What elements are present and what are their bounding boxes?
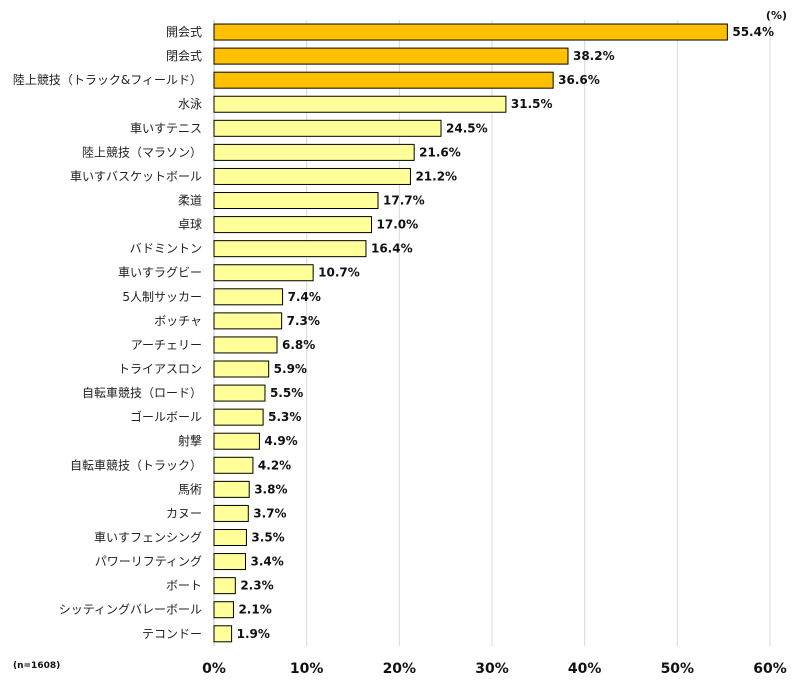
bar [213, 408, 264, 426]
category-label: 開会式 [166, 25, 202, 39]
category-label: 馬術 [178, 482, 202, 496]
bar [213, 240, 367, 258]
value-label: 17.0% [377, 218, 419, 232]
value-label: 31.5% [511, 97, 553, 111]
value-label: 2.3% [240, 579, 273, 593]
x-tick-label: 60% [753, 661, 787, 677]
bar [213, 480, 250, 498]
category-label: 車いすテニス [130, 121, 202, 135]
x-tick-label: 0% [202, 661, 226, 677]
value-label: 5.3% [268, 410, 301, 424]
category-label: パワーリフティング [95, 555, 202, 569]
gridlines [213, 20, 771, 646]
bar [213, 192, 379, 210]
bar [213, 625, 233, 643]
category-label: 射撃 [178, 433, 202, 448]
bar [213, 529, 247, 547]
x-axis-ticks: 0% 10% 20% 30% 40% 50% 60% [202, 661, 787, 677]
bar [213, 216, 373, 234]
value-label: 1.9% [237, 627, 270, 641]
bar [213, 95, 507, 113]
unit-label: (%) [766, 9, 787, 22]
category-label: バドミントン [130, 242, 202, 256]
bar [213, 601, 234, 619]
bar [213, 456, 254, 474]
bar [213, 336, 278, 354]
bar [213, 143, 415, 161]
bar [213, 312, 283, 330]
value-label: 21.6% [419, 145, 461, 159]
category-label: 自転車競技（トラック） [70, 457, 202, 472]
category-label: 陸上競技（マラソン） [82, 144, 202, 159]
category-label: 自転車競技（ロード） [82, 385, 202, 400]
category-label: 水泳 [178, 97, 202, 111]
x-tick-label: 40% [568, 661, 602, 677]
sample-size-note: (n=1608) [13, 661, 60, 671]
category-label: テコンドー [142, 627, 202, 641]
bar [213, 71, 554, 89]
value-label: 5.9% [274, 362, 307, 376]
category-label: 閉会式 [166, 49, 202, 63]
category-label: 陸上競技（トラック&フィールド） [13, 72, 202, 87]
bar [213, 553, 247, 571]
bar [213, 360, 270, 378]
category-label: カヌー [166, 506, 202, 520]
category-label: 車いすフェンシング [94, 531, 202, 545]
value-label: 24.5% [446, 121, 488, 135]
bar [213, 264, 314, 282]
bar [213, 504, 249, 522]
value-label: 3.4% [251, 555, 284, 569]
x-tick-label: 30% [475, 661, 509, 677]
category-label: 柔道 [178, 194, 202, 208]
x-tick-label: 10% [290, 661, 324, 677]
value-label: 3.5% [251, 531, 284, 545]
bar [213, 167, 411, 185]
x-tick-label: 20% [383, 661, 417, 677]
category-label: ボート [166, 579, 202, 593]
bar [213, 384, 266, 402]
value-label: 16.4% [371, 242, 413, 256]
value-label: 3.8% [254, 482, 287, 496]
category-label: 5人制サッカー [122, 290, 202, 304]
value-label: 7.4% [288, 290, 321, 304]
value-label: 36.6% [558, 73, 600, 87]
x-tick-label: 50% [661, 661, 695, 677]
bar [213, 288, 284, 306]
category-label: アーチェリー [131, 338, 202, 352]
category-label: ボッチャ [154, 314, 202, 328]
value-label: 4.2% [258, 458, 291, 472]
value-label: 55.4% [732, 25, 774, 39]
category-label: トライアスロン [118, 362, 202, 376]
category-label: 車いすラグビー [118, 266, 202, 280]
value-label: 38.2% [573, 49, 615, 63]
bar [213, 23, 728, 41]
value-label: 17.7% [383, 194, 425, 208]
bar [213, 47, 569, 65]
bar [213, 577, 236, 595]
value-label: 5.5% [270, 386, 303, 400]
category-label: シッティングバレーボール [59, 603, 202, 617]
value-labels: 55.4% 38.2% 36.6% 31.5% 24.5% 21.6% 21.2% 17.7%… [237, 25, 774, 641]
bars [213, 23, 728, 643]
category-label: 卓球 [178, 218, 202, 232]
value-label: 6.8% [282, 338, 315, 352]
bar [213, 432, 260, 450]
category-label: 車いすバスケットボール [70, 169, 202, 183]
value-label: 21.2% [415, 169, 457, 183]
value-label: 7.3% [287, 314, 320, 328]
category-label: ゴールボール [130, 409, 202, 424]
bar [213, 119, 442, 137]
value-label: 2.1% [238, 603, 271, 617]
value-label: 4.9% [264, 434, 297, 448]
value-label: 10.7% [318, 266, 360, 280]
value-label: 3.7% [253, 506, 286, 520]
